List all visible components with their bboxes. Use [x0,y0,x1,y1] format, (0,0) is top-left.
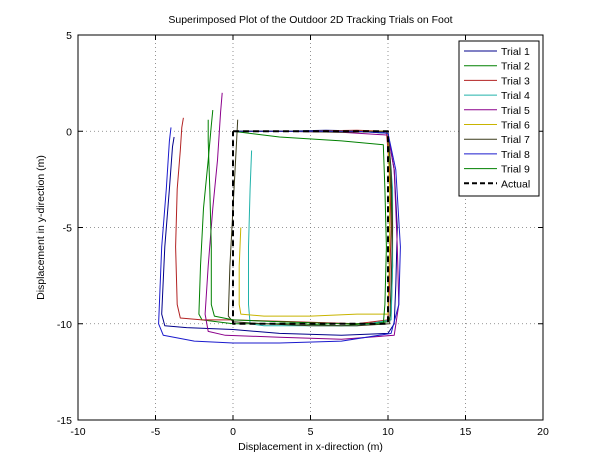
legend-label: Trial 4 [501,90,530,102]
series-line-trial-5 [204,92,400,340]
legend-label: Trial 6 [501,120,530,132]
legend-label: Trial 1 [501,46,530,58]
x-tick-label: 0 [230,426,236,438]
x-tick-label: 10 [382,426,394,438]
y-tick-label: -10 [57,319,72,331]
y-tick-label: -15 [57,415,72,427]
x-tick-label: -5 [151,426,160,438]
legend-label: Actual [501,178,530,190]
series-layer [158,92,401,344]
axis-ticks: -10 -5 0 5 10 15 20-15-10-505 [57,30,549,438]
y-tick-label: 0 [66,126,72,138]
legend-label: Trial 8 [501,149,530,161]
legend-label: Trial 9 [501,164,530,176]
x-tick-label: 20 [537,426,549,438]
legend-label: Trial 5 [501,105,530,117]
x-tick-label: 15 [460,426,472,438]
legend-label: Trial 3 [501,75,530,87]
legend-label: Trial 7 [501,134,530,146]
y-tick-label: 5 [66,30,72,42]
chart-title: Superimposed Plot of the Outdoor 2D Trac… [168,14,452,26]
x-axis-label: Displacement in x-direction (m) [238,441,383,453]
y-tick-label: -5 [63,223,72,235]
legend: Trial 1 Trial 2 Trial 3 Trial 4 Trial 5 Trial… [458,40,540,197]
legend-box [458,40,540,197]
legend-label: Trial 2 [501,61,530,73]
x-tick-label: -10 [70,426,85,438]
series-line-trial-8 [158,127,401,344]
series-line-trial-7 [227,119,394,327]
series-line-actual [232,130,389,325]
x-tick-label: 5 [308,426,314,438]
y-axis-label: Displacement in y-direction (m) [35,155,47,300]
